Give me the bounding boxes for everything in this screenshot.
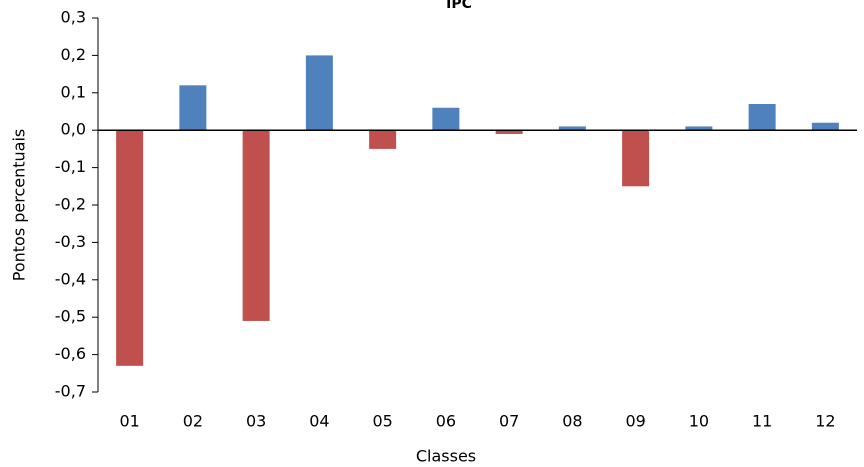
y-tick-label: -0,1	[55, 157, 86, 176]
y-tick-label: 0,2	[61, 45, 86, 64]
x-tick-label: 08	[562, 412, 582, 431]
x-axis-title: Classes	[416, 447, 476, 466]
y-tick-label: -0,3	[55, 232, 86, 251]
y-tick-label: 0,3	[61, 8, 86, 27]
y-tick-label: -0,2	[55, 195, 86, 214]
y-tick-label: -0,4	[55, 269, 86, 288]
bar	[242, 130, 270, 321]
y-tick-label: -0,5	[55, 307, 86, 326]
x-tick-label: 03	[246, 412, 266, 431]
bar	[369, 130, 397, 149]
x-tick-label: 05	[372, 412, 392, 431]
bar	[495, 130, 523, 134]
x-tick-label: 02	[183, 412, 203, 431]
x-tick-label: 12	[815, 412, 835, 431]
y-tick-label: -0,6	[55, 344, 86, 363]
x-tick-label: 01	[119, 412, 139, 431]
chart-title: IPC	[446, 0, 472, 12]
bar	[558, 126, 586, 131]
x-tick-label: 07	[499, 412, 519, 431]
bar	[748, 104, 776, 131]
x-tick-label: 10	[689, 412, 709, 431]
y-axis-title: Pontos percentuais	[10, 129, 29, 282]
bar	[116, 130, 144, 366]
x-tick-label: 04	[309, 412, 329, 431]
x-tick-label: 06	[436, 412, 456, 431]
bar	[811, 122, 839, 131]
x-tick-label: 09	[625, 412, 645, 431]
x-tick-label: 11	[752, 412, 772, 431]
bar	[622, 130, 650, 187]
y-tick-label: 0,0	[61, 120, 86, 139]
y-tick-label: 0,1	[61, 82, 86, 101]
bar	[305, 55, 333, 131]
bar	[432, 107, 460, 131]
y-tick-label: -0,7	[55, 382, 86, 401]
bar	[685, 126, 713, 131]
bar	[179, 85, 207, 131]
